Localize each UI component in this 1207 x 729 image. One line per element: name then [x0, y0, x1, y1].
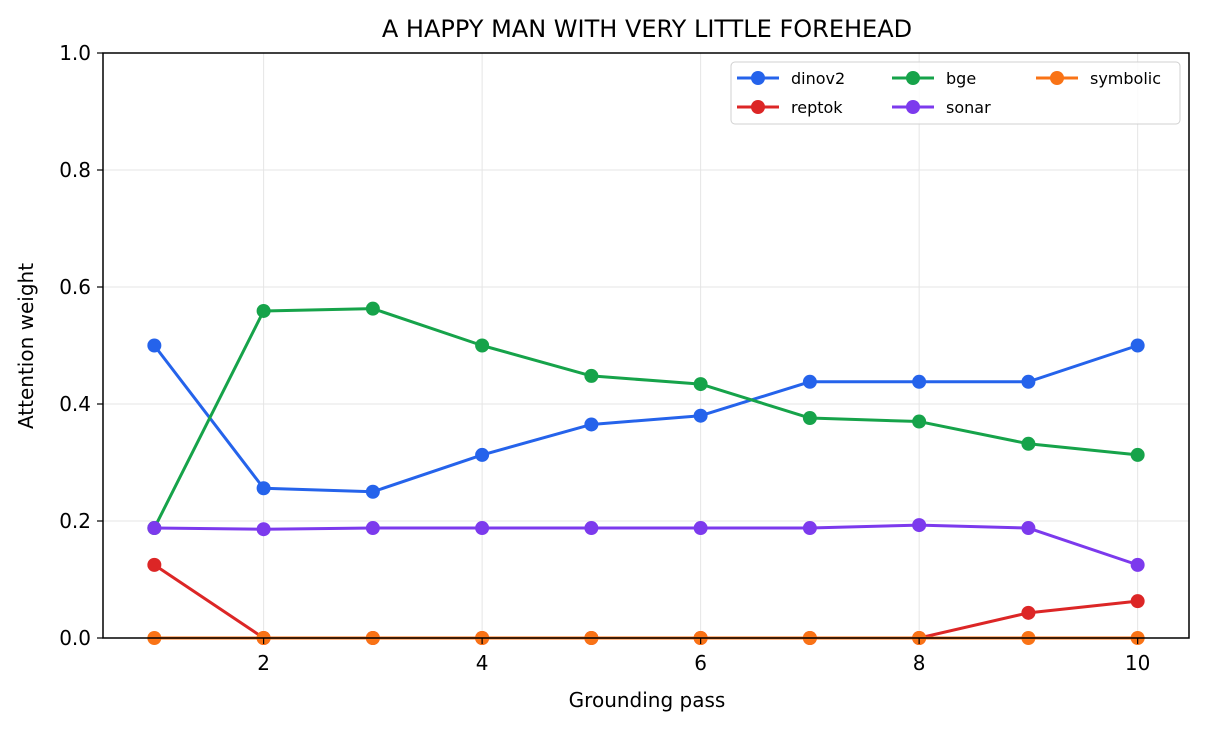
legend-item-sonar: sonar — [892, 98, 991, 117]
dinov2-point — [1021, 374, 1036, 389]
y-tick-label: 0.6 — [59, 275, 91, 299]
dinov2-point — [693, 408, 708, 423]
dinov2-line — [153, 344, 1139, 494]
legend-bge-label: bge — [946, 69, 976, 88]
reptok-point — [147, 557, 162, 572]
x-axis: 2 4 6 8 10 — [257, 638, 1150, 675]
legend-sonar-marker — [906, 100, 920, 114]
legend-item-bge: bge — [892, 69, 976, 88]
series-reptok — [147, 557, 1145, 645]
legend-symbolic-label: symbolic — [1090, 69, 1161, 88]
x-tick-label: 2 — [257, 651, 270, 675]
x-tick-label: 8 — [913, 651, 926, 675]
sonar-point — [475, 521, 490, 536]
series-sonar — [147, 518, 1145, 572]
grid — [103, 52, 1189, 639]
y-tick-label: 0.4 — [59, 392, 91, 416]
bge-point — [912, 414, 927, 429]
dinov2-point — [365, 484, 380, 499]
legend-symbolic-marker — [1050, 71, 1064, 85]
legend-dinov2-label: dinov2 — [791, 69, 845, 88]
sonar-point — [584, 521, 599, 536]
y-tick-label: 0.8 — [59, 158, 91, 182]
legend-dinov2-marker — [751, 71, 765, 85]
legend-bge-marker — [906, 71, 920, 85]
plot-frame — [102, 52, 1190, 639]
legend-reptok-marker — [751, 100, 765, 114]
reptok-point — [1021, 605, 1036, 620]
dinov2-point — [256, 481, 271, 496]
dinov2-point — [475, 447, 490, 462]
x-tick-label: 6 — [694, 651, 707, 675]
y-tick-label: 1.0 — [59, 41, 91, 65]
sonar-line — [154, 523, 1139, 567]
sonar-point — [1130, 557, 1145, 572]
series-bge — [147, 301, 1145, 536]
series-layer — [147, 301, 1145, 645]
sonar-point — [802, 521, 817, 536]
series-dinov2 — [147, 338, 1145, 499]
sonar-point — [1021, 521, 1036, 536]
bge-line — [153, 307, 1138, 529]
sonar-point — [693, 521, 708, 536]
dinov2-point — [912, 374, 927, 389]
y-axis-title: Attention weight — [14, 263, 38, 429]
x-tick-label: 10 — [1125, 651, 1150, 675]
bge-point — [475, 338, 490, 353]
y-axis: 0.0 0.2 0.4 0.6 0.8 1.0 — [59, 41, 103, 650]
sonar-point — [912, 518, 927, 533]
x-axis-title: Grounding pass — [569, 688, 726, 712]
dinov2-point — [147, 338, 162, 353]
legend-reptok-label: reptok — [791, 98, 843, 117]
dinov2-point — [584, 417, 599, 432]
sonar-point — [365, 521, 380, 536]
legend: dinov2 reptok bge sonar symbolic — [730, 61, 1181, 125]
bge-point — [693, 377, 708, 392]
reptok-point — [1130, 594, 1145, 609]
y-tick-label: 0.2 — [59, 509, 91, 533]
bge-point — [1021, 436, 1036, 451]
legend-item-reptok: reptok — [737, 98, 843, 117]
bge-point — [256, 303, 271, 318]
legend-item-dinov2: dinov2 — [737, 69, 845, 88]
sonar-point — [256, 522, 271, 537]
legend-sonar-label: sonar — [946, 98, 991, 117]
chart-title: A HAPPY MAN WITH VERY LITTLE FOREHEAD — [382, 15, 912, 43]
sonar-point — [147, 521, 162, 536]
bge-point — [365, 301, 380, 316]
bge-point — [1130, 447, 1145, 462]
bge-point — [802, 411, 817, 426]
bge-point — [584, 368, 599, 383]
legend-item-symbolic: symbolic — [1036, 69, 1161, 88]
x-tick-label: 4 — [476, 651, 489, 675]
y-tick-label: 0.0 — [59, 626, 91, 650]
reptok-line — [153, 563, 1138, 640]
dinov2-point — [1130, 338, 1145, 353]
dinov2-point — [802, 374, 817, 389]
